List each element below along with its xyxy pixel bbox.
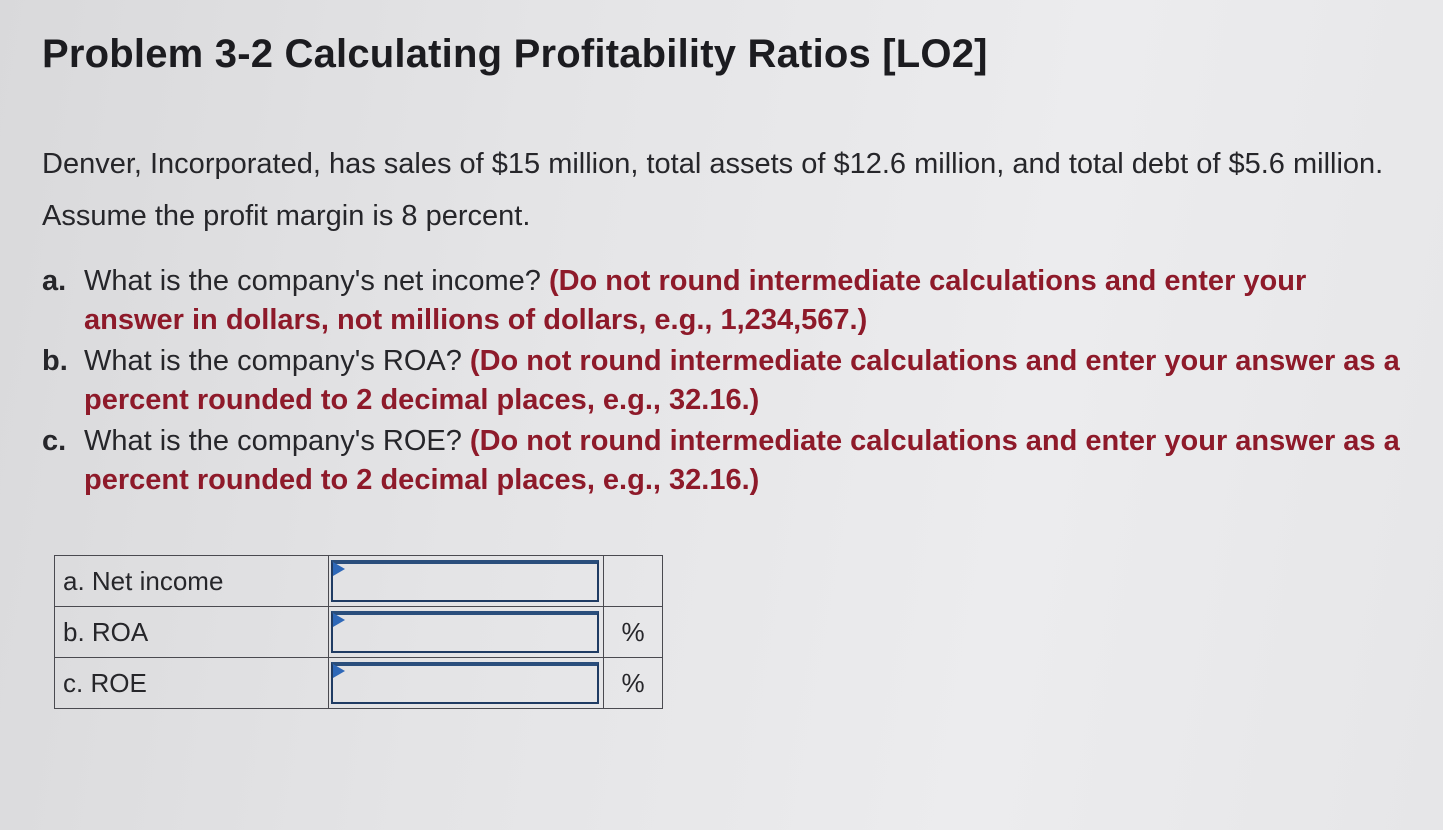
question-c: c. What is the company's ROE? (Do not ro… <box>42 422 1402 500</box>
input-flag-icon <box>333 562 345 576</box>
input-flag-icon <box>333 613 345 627</box>
answer-table: a. Net income b. ROA % c. ROE % <box>54 555 663 709</box>
question-instruction: (Do not round intermediate calculations … <box>84 345 1400 416</box>
answer-label: a. Net income <box>54 555 329 607</box>
roe-input[interactable] <box>331 662 599 704</box>
question-instruction: (Do not round intermediate calculations … <box>84 265 1307 336</box>
question-text: What is the company's ROA? <box>84 345 462 377</box>
roa-input[interactable] <box>331 611 599 653</box>
answer-unit <box>603 555 663 607</box>
question-a: a. What is the company's net income? (Do… <box>42 262 1402 340</box>
question-list: a. What is the company's net income? (Do… <box>42 262 1402 502</box>
answer-row-net-income: a. Net income <box>54 555 663 607</box>
net-income-input[interactable] <box>331 560 599 602</box>
answer-unit: % <box>603 657 663 709</box>
answer-unit: % <box>603 606 663 658</box>
answer-input-cell[interactable] <box>328 657 604 709</box>
answer-row-roa: b. ROA % <box>54 606 663 658</box>
problem-statement: Denver, Incorporated, has sales of $15 m… <box>42 148 1384 232</box>
question-instruction: (Do not round intermediate calculations … <box>84 425 1400 496</box>
answer-label: c. ROE <box>54 657 329 709</box>
answer-input-cell[interactable] <box>328 555 604 607</box>
problem-title: Problem 3-2 Calculating Profitability Ra… <box>42 32 988 76</box>
answer-input-cell[interactable] <box>328 606 604 658</box>
input-flag-icon <box>333 664 345 678</box>
question-marker: c. <box>42 425 67 457</box>
question-text: What is the company's net income? <box>84 265 541 297</box>
answer-label: b. ROA <box>54 606 329 658</box>
question-b: b. What is the company's ROA? (Do not ro… <box>42 342 1402 420</box>
answer-row-roe: c. ROE % <box>54 657 663 709</box>
question-text: What is the company's ROE? <box>84 425 462 457</box>
question-marker: a. <box>42 265 67 297</box>
question-marker: b. <box>42 345 68 377</box>
